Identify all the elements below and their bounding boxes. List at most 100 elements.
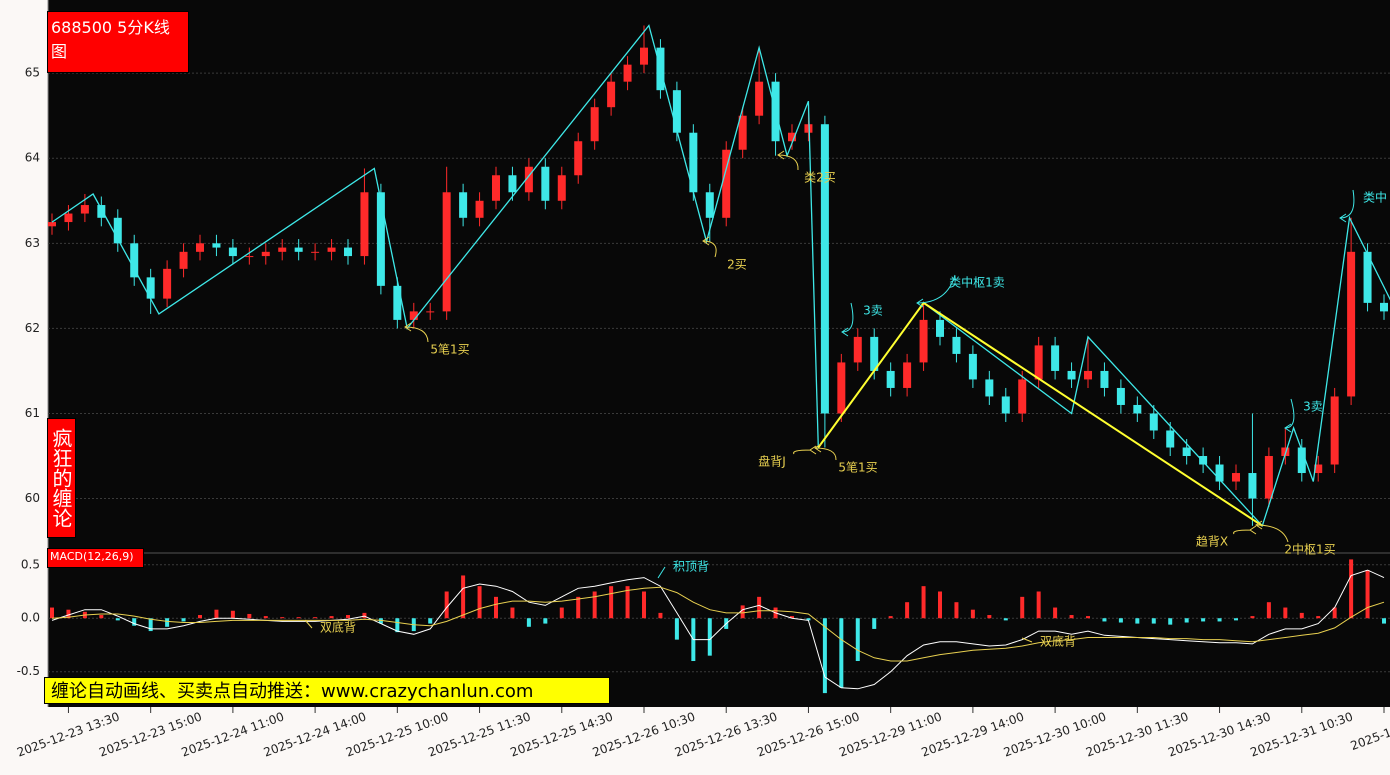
macd-bar	[66, 609, 71, 619]
macd-bar	[362, 612, 367, 619]
candle-body	[1149, 413, 1158, 431]
y-tick-label: 61	[25, 406, 40, 420]
macd-bar	[674, 618, 679, 640]
macd-bar	[839, 618, 844, 688]
annotation: 2买	[727, 258, 747, 272]
candle-body	[903, 362, 912, 388]
candle-body	[311, 251, 320, 253]
plot-background	[48, 0, 1390, 707]
candle-body	[590, 107, 599, 142]
annotation-arrow	[702, 236, 717, 258]
macd-bar	[1118, 618, 1123, 623]
annotation: 双底背	[320, 620, 356, 635]
candle-body	[97, 205, 106, 218]
candle-body	[459, 192, 468, 218]
macd-bar	[329, 616, 334, 619]
macd-bar	[1168, 618, 1173, 625]
candle-body	[1018, 379, 1027, 414]
candle-body	[1084, 370, 1092, 380]
candle-body	[820, 124, 829, 414]
dea-line	[51, 586, 1385, 662]
macd-bar	[296, 617, 301, 619]
macd-bar	[1151, 618, 1156, 624]
annotation: 类中	[1363, 190, 1387, 205]
candle-body	[179, 251, 188, 269]
y-tick-label: 0.5	[21, 557, 40, 571]
macd-bar	[280, 617, 285, 619]
candle-body	[1100, 370, 1109, 388]
candle-body	[1067, 370, 1076, 380]
candle-body	[1232, 473, 1240, 482]
y-tick-label: 64	[25, 151, 40, 165]
candle-body	[1380, 302, 1388, 312]
candle-body	[1034, 345, 1043, 380]
y-tick-label: 62	[25, 321, 40, 335]
candle-body	[524, 166, 533, 193]
candle-body	[163, 268, 172, 299]
candle-body	[574, 141, 583, 176]
macd-bar	[954, 602, 959, 619]
macd-bar	[1053, 607, 1058, 619]
macd-bar	[1102, 618, 1107, 622]
macd-bar	[99, 615, 104, 619]
macd-bar	[494, 596, 498, 619]
macd-bar	[576, 596, 581, 619]
candle-body	[146, 277, 155, 299]
candle-body	[1133, 404, 1142, 414]
annotation-arrow	[1339, 189, 1355, 223]
macd-bar	[1349, 559, 1354, 619]
macd-bar	[1086, 616, 1090, 619]
annotation: 盘背J	[758, 454, 786, 469]
y-tick-label: -0.5	[17, 664, 40, 678]
macd-bar	[181, 618, 186, 622]
annotation-arrow	[1255, 520, 1289, 543]
candle-body	[327, 247, 336, 252]
candle-body	[755, 81, 764, 116]
y-tick-label: 60	[25, 491, 40, 505]
macd-bar	[592, 591, 597, 619]
macd-bar	[214, 609, 219, 619]
macd-bar	[395, 618, 400, 633]
macd-bar	[526, 618, 531, 627]
candle-body	[722, 149, 731, 218]
macd-bar	[625, 586, 630, 619]
candle-body	[1166, 430, 1175, 448]
side-label: 疯狂的缠论	[47, 418, 76, 538]
candle-body	[607, 81, 616, 108]
annotation: 积顶背	[673, 560, 709, 574]
macd-bar	[1003, 618, 1008, 621]
macd-bar	[822, 618, 827, 694]
candle-body	[672, 90, 681, 133]
macd-bar	[1266, 602, 1271, 619]
candle-body	[804, 124, 813, 133]
candle-body	[48, 222, 56, 227]
x-tick-label: 2025-12-31	[1349, 716, 1390, 753]
candle-body	[409, 311, 418, 320]
candle-body	[344, 247, 352, 257]
annotation: 类2买	[804, 171, 836, 185]
candle-body	[1182, 447, 1191, 457]
annotation-arrow	[841, 302, 854, 337]
annotation-arrow	[1021, 637, 1033, 643]
macd-bar	[987, 615, 992, 619]
macd-bar	[378, 618, 383, 624]
annotation-arrow	[1233, 525, 1257, 535]
macd-bar	[477, 586, 482, 619]
macd-bar	[658, 612, 663, 619]
annotation-arrow	[1284, 398, 1295, 433]
macd-bar	[247, 613, 252, 619]
candle-body	[1347, 251, 1356, 397]
macd-bar	[938, 591, 942, 619]
candle-body	[442, 192, 451, 312]
candle-body	[508, 175, 517, 193]
annotation: 2中枢1买	[1284, 542, 1335, 557]
macd-bar	[1217, 618, 1222, 622]
candle-body	[130, 243, 139, 278]
annotation-arrow	[777, 150, 799, 171]
macd-bar	[543, 618, 548, 624]
candle-body	[738, 115, 747, 150]
candle-body	[788, 132, 796, 142]
candle-body	[952, 336, 961, 354]
